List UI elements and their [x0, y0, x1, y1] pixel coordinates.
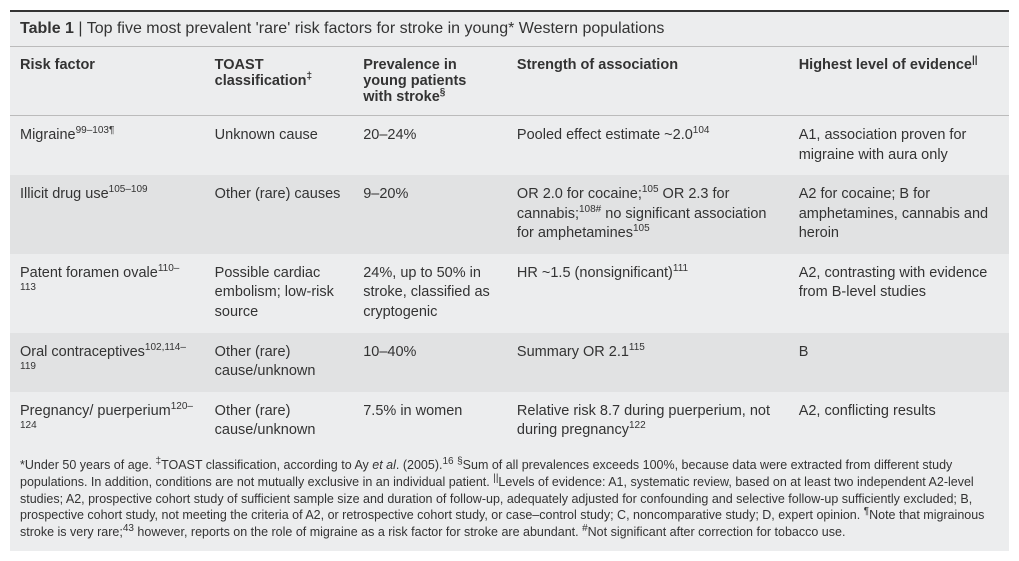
col-toast-header: TOAST classification‡: [205, 47, 354, 116]
cell-prev: 7.5% in women: [353, 392, 507, 451]
col-risk-label: Risk factor: [20, 57, 95, 73]
risk-sup: 99–103¶: [76, 125, 115, 136]
cell-assoc: OR 2.0 for cocaine;105 OR 2.3 for cannab…: [507, 175, 789, 254]
assoc-sup3: 105: [633, 223, 650, 234]
col-assoc-label: Strength of association: [517, 57, 678, 73]
table-title: Table 1 | Top five most prevalent 'rare'…: [10, 12, 1009, 47]
cell-assoc: HR ~1.5 (nonsignificant)111: [507, 254, 789, 333]
assoc-text: OR 2.0 for cocaine;: [517, 186, 642, 202]
risk-text: Illicit drug use: [20, 186, 109, 202]
cell-toast: Other (rare) causes: [205, 175, 354, 254]
assoc-sup: 122: [629, 420, 646, 431]
fn-p14: 43: [123, 523, 134, 534]
cell-prev: 10–40%: [353, 333, 507, 392]
col-assoc-header: Strength of association: [507, 47, 789, 116]
cell-evi: A2, contrasting with evidence from B-lev…: [789, 254, 1009, 333]
col-evi-header: Highest level of evidence||: [789, 47, 1009, 116]
cell-risk: Oral contraceptives102,114–119: [10, 333, 205, 392]
cell-risk: Pregnancy/ puerperium120–124: [10, 392, 205, 451]
cell-evi: A1, association proven for migraine with…: [789, 116, 1009, 176]
cell-prev: 9–20%: [353, 175, 507, 254]
table-row: Migraine99–103¶ Unknown cause 20–24% Poo…: [10, 116, 1009, 176]
fn-p5: . (2005).: [396, 458, 443, 472]
assoc-sup2: 108#: [579, 204, 601, 215]
risk-text: Oral contraceptives: [20, 344, 145, 360]
fn-p17: Not significant after correction for tob…: [588, 525, 846, 539]
col-prev-label: Prevalence in young patients with stroke: [363, 57, 466, 105]
cell-prev: 20–24%: [353, 116, 507, 176]
assoc-sup: 115: [629, 342, 645, 353]
table-row: Pregnancy/ puerperium120–124 Other (rare…: [10, 392, 1009, 451]
header-row: Risk factor TOAST classification‡ Preval…: [10, 47, 1009, 116]
cell-assoc: Pooled effect estimate ~2.0104: [507, 116, 789, 176]
col-toast-sup: ‡: [307, 71, 313, 82]
fn-p3: TOAST classification, according to Ay: [161, 458, 372, 472]
table-row: Illicit drug use105–109 Other (rare) cau…: [10, 175, 1009, 254]
cell-risk: Illicit drug use105–109: [10, 175, 205, 254]
table-footnote: *Under 50 years of age. ‡TOAST classific…: [10, 451, 1009, 551]
risk-sup: 105–109: [109, 184, 148, 195]
cell-toast: Other (rare) cause/unknown: [205, 333, 354, 392]
cell-toast: Unknown cause: [205, 116, 354, 176]
fn-p6: 16: [442, 456, 453, 467]
table-row: Oral contraceptives102,114–119 Other (ra…: [10, 333, 1009, 392]
cell-toast: Possible cardiac embolism; low-risk sour…: [205, 254, 354, 333]
title-bold: Table 1: [20, 20, 74, 37]
cell-evi: A2 for cocaine; B for amphetamines, cann…: [789, 175, 1009, 254]
risk-text: Patent foramen ovale: [20, 265, 158, 281]
assoc-sup: 105: [642, 184, 659, 195]
col-prev-sup: §: [440, 87, 446, 98]
fn-p4: et al: [372, 458, 396, 472]
title-rest: | Top five most prevalent 'rare' risk fa…: [74, 20, 664, 37]
table-container: Table 1 | Top five most prevalent 'rare'…: [10, 10, 1009, 551]
table-row: Patent foramen ovale110–113 Possible car…: [10, 254, 1009, 333]
fn-p15: however, reports on the role of migraine…: [134, 525, 582, 539]
cell-assoc: Relative risk 8.7 during puerperium, not…: [507, 392, 789, 451]
col-prev-header: Prevalence in young patients with stroke…: [353, 47, 507, 116]
col-evi-sup: ||: [972, 55, 978, 66]
assoc-sup: 111: [673, 263, 688, 274]
cell-prev: 24%, up to 50% in stroke, classified as …: [353, 254, 507, 333]
assoc-text: Summary OR 2.1: [517, 344, 629, 360]
risk-factor-table: Risk factor TOAST classification‡ Preval…: [10, 47, 1009, 451]
cell-toast: Other (rare) cause/unknown: [205, 392, 354, 451]
assoc-text: Pooled effect estimate ~2.0: [517, 127, 693, 143]
cell-risk: Migraine99–103¶: [10, 116, 205, 176]
col-evi-label: Highest level of evidence: [799, 57, 972, 73]
cell-risk: Patent foramen ovale110–113: [10, 254, 205, 333]
col-risk-header: Risk factor: [10, 47, 205, 116]
risk-text: Pregnancy/ puerperium: [20, 403, 171, 419]
fn-p1: *Under 50 years of age.: [20, 458, 156, 472]
cell-assoc: Summary OR 2.1115: [507, 333, 789, 392]
col-toast-label: TOAST classification: [215, 57, 307, 89]
assoc-text: HR ~1.5 (nonsignificant): [517, 265, 673, 281]
risk-text: Migraine: [20, 127, 76, 143]
cell-evi: A2, conflicting results: [789, 392, 1009, 451]
cell-evi: B: [789, 333, 1009, 392]
assoc-sup: 104: [693, 125, 710, 136]
